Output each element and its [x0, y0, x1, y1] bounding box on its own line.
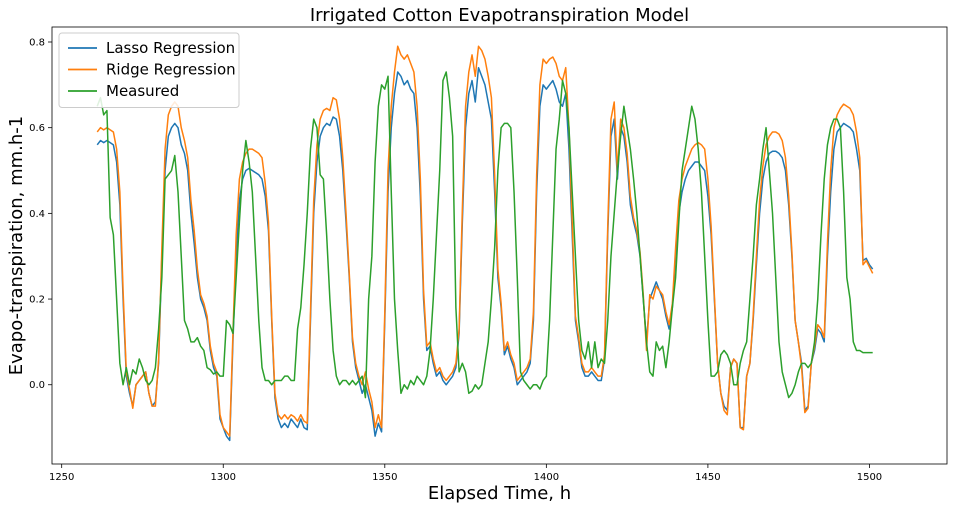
y-tick-label: 0.0 [29, 380, 45, 391]
x-tick-label: 1500 [857, 472, 882, 483]
x-tick-label: 1300 [211, 472, 236, 483]
series-line-1 [96, 45, 874, 437]
x-tick-label: 1450 [695, 472, 720, 483]
legend-label: Lasso Regression [106, 39, 235, 57]
y-tick-label: 0.8 [29, 37, 45, 48]
legend-label: Ridge Regression [106, 61, 236, 79]
y-tick-label: 0.2 [29, 295, 45, 306]
y-axis: 0.0 0.2 0.4 0.6 0.8 [29, 37, 52, 391]
series-layer [96, 45, 874, 442]
y-axis-label: Evapo-transpiration, mm.h-1 [6, 116, 27, 376]
legend-box [58, 32, 240, 108]
legend: Lasso Regression Ridge Regression Measured [58, 32, 240, 108]
x-tick-label: 1400 [534, 472, 559, 483]
plot-frame [51, 26, 948, 465]
y-tick-label: 0.4 [29, 209, 45, 220]
x-tick-label: 1350 [372, 472, 397, 483]
legend-label: Measured [106, 82, 179, 100]
x-axis-label: Elapsed Time, h [428, 483, 571, 504]
series-line-2 [96, 71, 873, 399]
x-tick-label: 1250 [49, 472, 74, 483]
y-tick-label: 0.6 [29, 123, 45, 134]
chart-title: Irrigated Cotton Evapotranspiration Mode… [310, 5, 689, 26]
x-axis: 1250 1300 1350 1400 1450 1500 [49, 464, 882, 483]
